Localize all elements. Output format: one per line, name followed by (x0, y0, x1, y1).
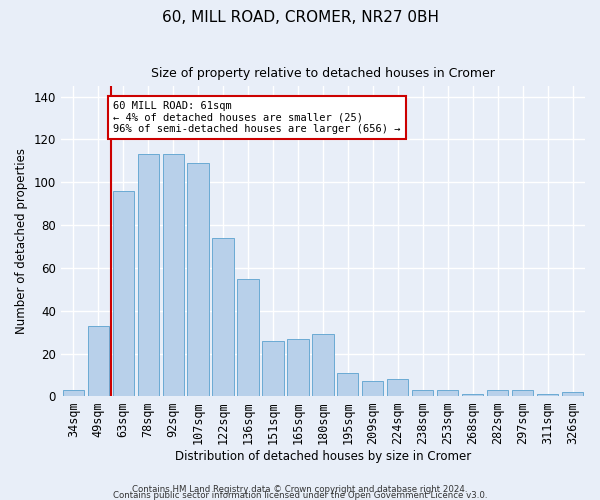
Bar (337, 373, 358, 396)
Bar (462, 394, 483, 396)
Bar (212, 238, 233, 396)
Bar (562, 392, 583, 396)
Bar (312, 334, 334, 396)
Text: Contains public sector information licensed under the Open Government Licence v3: Contains public sector information licen… (113, 490, 487, 500)
Bar (88, 326, 109, 396)
Text: 60 MILL ROAD: 61sqm
← 4% of detached houses are smaller (25)
96% of semi-detache: 60 MILL ROAD: 61sqm ← 4% of detached hou… (113, 101, 401, 134)
Bar (287, 338, 308, 396)
Bar (537, 394, 558, 396)
Y-axis label: Number of detached properties: Number of detached properties (15, 148, 28, 334)
Bar (487, 390, 508, 396)
Bar (262, 340, 284, 396)
Text: 60, MILL ROAD, CROMER, NR27 0BH: 60, MILL ROAD, CROMER, NR27 0BH (161, 10, 439, 25)
Bar (412, 390, 433, 396)
Bar (187, 163, 209, 396)
Title: Size of property relative to detached houses in Cromer: Size of property relative to detached ho… (151, 68, 495, 80)
Bar (62, 390, 84, 396)
Bar (113, 191, 134, 396)
Text: Contains HM Land Registry data © Crown copyright and database right 2024.: Contains HM Land Registry data © Crown c… (132, 484, 468, 494)
Bar (437, 390, 458, 396)
X-axis label: Distribution of detached houses by size in Cromer: Distribution of detached houses by size … (175, 450, 471, 462)
Bar (512, 390, 533, 396)
Bar (137, 154, 159, 396)
Bar (163, 154, 184, 396)
Bar (238, 278, 259, 396)
Bar (362, 382, 383, 396)
Bar (387, 379, 409, 396)
